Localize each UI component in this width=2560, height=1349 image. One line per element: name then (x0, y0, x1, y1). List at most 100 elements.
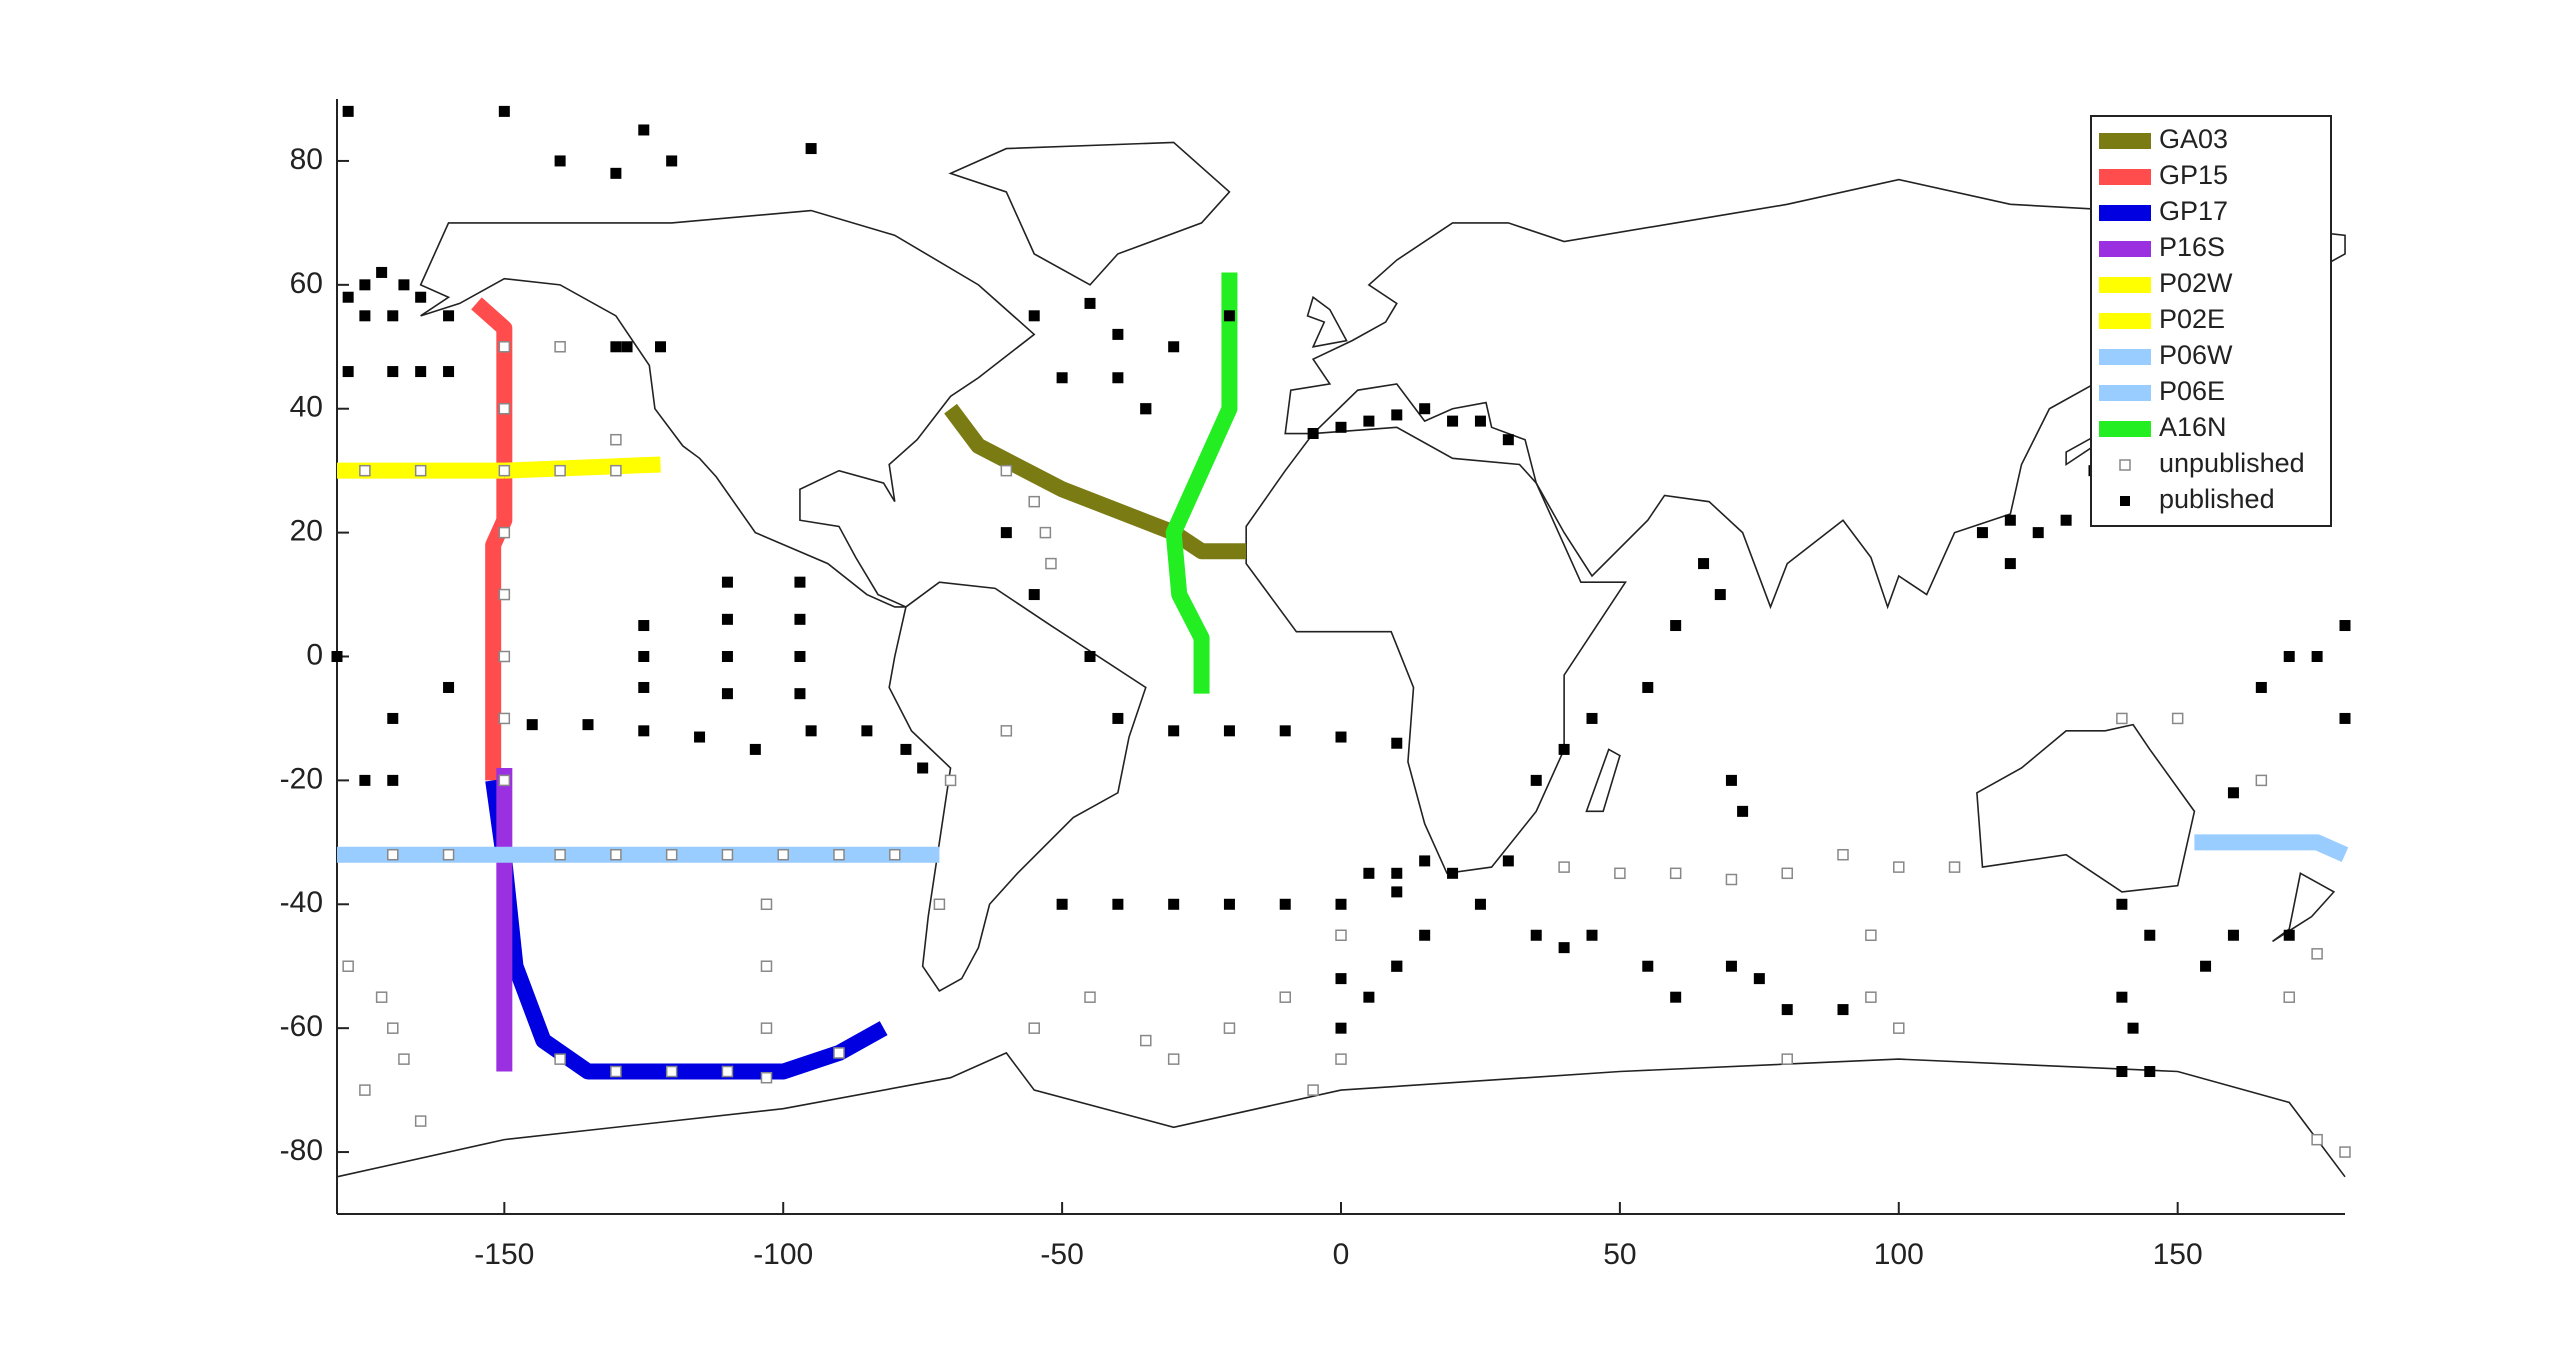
unpublished-station (610, 1065, 622, 1078)
published-station (1112, 372, 1124, 384)
published-station (2127, 1022, 2139, 1034)
unpublished-station (1000, 725, 1013, 737)
published-station (1112, 328, 1124, 340)
published-station (2032, 527, 2044, 539)
unpublished-station (1781, 1053, 1793, 1065)
unpublished-station (833, 1047, 845, 1059)
published-station (1698, 558, 1710, 570)
antarctica (337, 1053, 2345, 1177)
published-station (2283, 651, 2295, 662)
unpublished-station (760, 1022, 773, 1034)
unpublished-station (610, 464, 622, 477)
legend-swatch (2099, 385, 2151, 401)
unpublished-station (554, 1053, 566, 1065)
published-station (1335, 898, 1347, 910)
published-station (1558, 743, 1570, 755)
published-station (342, 291, 354, 303)
published-station (2339, 620, 2351, 632)
cruise-track (471, 297, 513, 781)
legend-label: P06E (2159, 376, 2225, 406)
unpublished-station (387, 1022, 399, 1034)
cruise-track (1165, 272, 1238, 694)
published-station (1223, 310, 1235, 322)
published-station (387, 774, 399, 786)
published-station (342, 366, 354, 378)
x-tick-label: -50 (1040, 1238, 1083, 1271)
y-tick-label: -80 (280, 1134, 323, 1167)
published-station (2227, 929, 2239, 941)
published-station (694, 731, 706, 743)
legend-label: GP15 (2159, 160, 2228, 190)
published-station (1112, 712, 1124, 724)
published-station (794, 651, 806, 662)
published-station (1223, 898, 1235, 910)
legend-swatch (2099, 133, 2151, 149)
unpublished-station (665, 1065, 678, 1078)
published-station (666, 155, 678, 167)
australia (1977, 725, 2195, 892)
unpublished-station (1028, 1022, 1040, 1034)
published-station (1391, 886, 1403, 898)
unpublished-station (1279, 991, 1291, 1003)
published-station (415, 291, 427, 303)
unpublished-station (721, 848, 734, 861)
published-station (2116, 898, 2128, 910)
legend-swatch (2099, 349, 2151, 365)
unpublished-station (498, 402, 511, 415)
unpublished-station (1307, 1084, 1319, 1096)
legend-swatch (2099, 313, 2151, 329)
unpublished-station (1335, 1053, 1347, 1065)
unpublished-station (1028, 495, 1040, 508)
published-station (1112, 898, 1124, 910)
unpublished-station (665, 848, 678, 861)
published-station (1419, 929, 1431, 941)
legend: GA03 GP15 GP17 P16S P02W P02E P06W P06E A16N unpu… (2090, 115, 2332, 527)
published-station (1642, 960, 1654, 972)
x-tick-label: 100 (1874, 1238, 1924, 1271)
published-station (2060, 514, 2072, 526)
unpublished-station (1335, 929, 1347, 941)
published-station (638, 620, 650, 632)
published-station (721, 576, 733, 588)
unpublished-station (498, 464, 511, 477)
unpublished-station (1669, 867, 1682, 880)
unpublished-station (498, 341, 511, 353)
unpublished-station (498, 774, 511, 787)
published-station (794, 688, 806, 700)
published-station (1363, 867, 1375, 879)
published-station (415, 366, 427, 378)
unpublished-station (1948, 861, 1961, 873)
published-station (1168, 898, 1180, 910)
published-station (721, 651, 733, 662)
unpublished-station (1865, 991, 1877, 1003)
unpublished-station (414, 1115, 427, 1127)
y-tick-label: 60 (290, 267, 323, 300)
published-station (805, 725, 817, 737)
published-station (2227, 787, 2239, 799)
unpublished-station (554, 848, 566, 861)
published-station (1084, 297, 1096, 309)
published-station (1753, 973, 1765, 985)
legend-label: P02W (2159, 268, 2233, 298)
published-station (1335, 731, 1347, 743)
legend-swatch (2099, 241, 2151, 257)
published-station (861, 725, 873, 737)
published-station (1474, 898, 1486, 910)
published-station (721, 613, 733, 625)
published-station (638, 725, 650, 737)
published-station (526, 719, 538, 731)
unpublished-station (1614, 867, 1626, 880)
published-station (443, 366, 455, 378)
published-station (1737, 805, 1749, 817)
unpublished-station (1558, 861, 1570, 873)
published-station (1028, 589, 1040, 601)
published-station (554, 155, 566, 167)
published-station (1279, 898, 1291, 910)
unpublished-station (889, 848, 901, 861)
published-station (2339, 712, 2351, 724)
published-station (376, 266, 388, 278)
published-station (2255, 681, 2267, 693)
unpublished-station (498, 526, 511, 539)
x-tick-label: 150 (2153, 1238, 2203, 1271)
